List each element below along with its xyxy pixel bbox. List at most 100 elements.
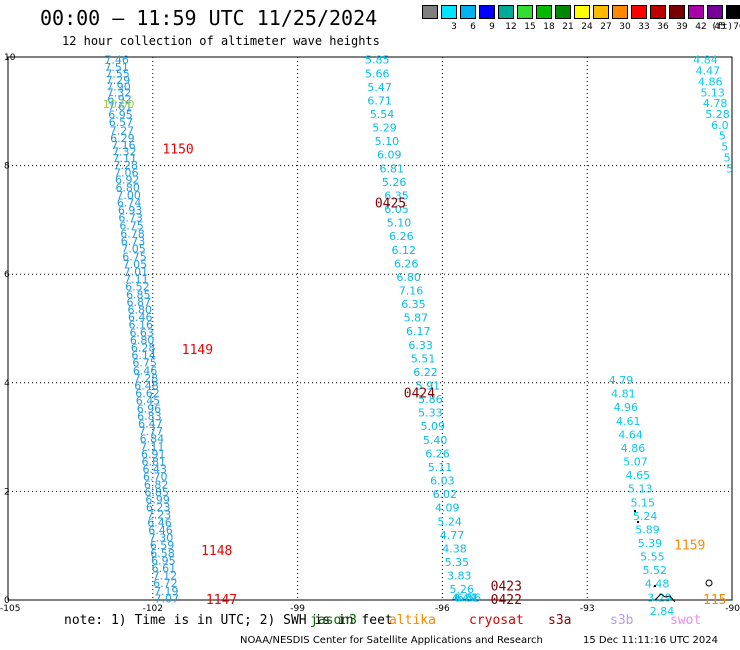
coastline [654,593,676,603]
data-point-label: 6.70 [143,471,168,484]
data-point-label: 5 [724,151,731,164]
data-point-label: 4.86 [621,442,646,455]
data-point-label: 6.75 [132,357,157,370]
data-point-label: 6.62 [135,387,160,400]
legend-label: 9 [489,22,495,32]
mission-s3b: s3b [610,613,634,628]
legend-label: 3 [451,22,457,32]
data-point-label: 7.12 [153,570,178,583]
legend-label: 42 [695,22,707,32]
data-point-label: 5.40 [423,434,448,447]
legend-label: 6 [470,22,476,32]
data-point-label: 6.56 [457,591,482,604]
data-point-label: 7.05 [123,258,148,271]
data-point-label: 5.26 [449,583,474,596]
chart-subtitle: 12 hour collection of altimeter wave hei… [62,34,380,48]
data-point-label: 5 [726,162,733,175]
x-tick-label: -102 [143,604,163,614]
data-point-label: 5.10 [387,217,412,230]
data-point-label: 5.89 [635,523,660,536]
data-point-label: 7.29 [106,74,131,87]
data-point-label: 4.47 [696,65,721,78]
data-point-label: 6.35 [401,298,426,311]
data-point-label: 6.22 [413,366,438,379]
data-point-label: 5.91 [416,380,441,393]
data-point-label: 7.19 [154,585,179,598]
outlier-point-label: 10.00 [103,98,135,111]
y-tick-label: 10 [4,53,16,63]
data-point-label: 6.02 [433,488,458,501]
data-point-label: 4.48 [645,578,670,591]
data-point-label: 6.92 [107,93,132,106]
credit-line: NOAA/NESDIS Center for Satellite Applica… [240,635,543,646]
data-point-label: 6.46 [128,311,153,324]
data-point-label: 3.83 [447,570,472,583]
data-point-label: 7.32 [107,86,132,99]
data-point-label: 7.01 [124,265,149,278]
data-point-label: 5.24 [437,515,462,528]
x-tick-label: -90 [725,604,740,614]
data-point-label: 7.16 [111,139,136,152]
data-point-label: 5.29 [372,122,397,135]
data-point-label: 6.35 [384,189,409,202]
data-point-label: 5.13 [700,86,725,99]
data-point-label: 6.12 [392,244,417,257]
data-point-label: 6.26 [425,447,450,460]
data-point-label: 7.51 [104,61,129,74]
data-point-label: 6.61 [152,562,177,575]
data-point-label: 4.78 [703,97,728,110]
data-point-label: 6.26 [394,257,419,270]
legend-swatch [726,5,740,19]
data-point-label: 6.46 [133,364,158,377]
data-point-label: 6.85 [126,288,151,301]
data-point-label: 5.52 [643,564,668,577]
data-point-label: 5.33 [418,407,443,420]
legend-swatch [631,5,647,19]
legend-label: 18 [543,22,555,32]
legend-swatch [688,5,704,19]
legend-label: 27 [600,22,612,32]
data-point-label: 6.75 [119,219,144,232]
mission-s3a: s3a [548,613,572,628]
legend-swatch [422,5,438,19]
data-point-label: 7.77 [139,425,164,438]
data-point-label: 4.81 [611,388,636,401]
data-point-label: 4.86 [698,75,723,88]
legend-swatch [460,5,476,19]
data-point-label: 4.64 [618,428,643,441]
data-point-label: 7.11 [140,440,165,453]
legend-swatch [479,5,495,19]
data-point-label: 6.05 [384,203,409,216]
data-point-label: 5.85 [365,54,390,67]
generated-timestamp: 15 Dec 11:11:16 UTC 2024 [583,635,718,646]
legend-label: 24 [581,22,593,32]
data-point-label: 6.71 [367,94,392,107]
data-point-label: 5 [721,141,728,154]
footnote: note: 1) Time is in UTC; 2) SWH is in fe… [64,613,393,628]
mission-swot: swot [670,613,702,628]
pass-time-label: 0425 [375,197,406,212]
data-point-label: 7.27 [110,124,135,137]
plot-frame [7,56,733,601]
pass-time-label: 1147 [206,593,237,608]
pass-time-label: 115 [703,593,726,608]
data-point-label: 6.0 [711,119,729,132]
x-tick-label: -99 [290,604,305,614]
data-point-label: 6.63 [129,326,154,339]
data-point-label: 6.17 [406,325,431,338]
data-point-label: 5.35 [445,556,470,569]
mission-altika: altika [389,613,436,628]
x-tick-label: -96 [435,604,450,614]
data-point-label: 5.26 [382,176,407,189]
data-point-label: 6.84 [140,433,165,446]
legend-swatch [593,5,609,19]
data-point-label: 6.96 [137,402,162,415]
legend-swatch [669,5,685,19]
data-point-label: 6.81 [379,162,404,175]
data-point-label: 4.77 [440,529,465,542]
data-point-label: 5.47 [367,81,392,94]
data-point-label: 2.84 [650,605,675,618]
legend-swatch [574,5,590,19]
data-point-label: 6.80 [396,271,421,284]
